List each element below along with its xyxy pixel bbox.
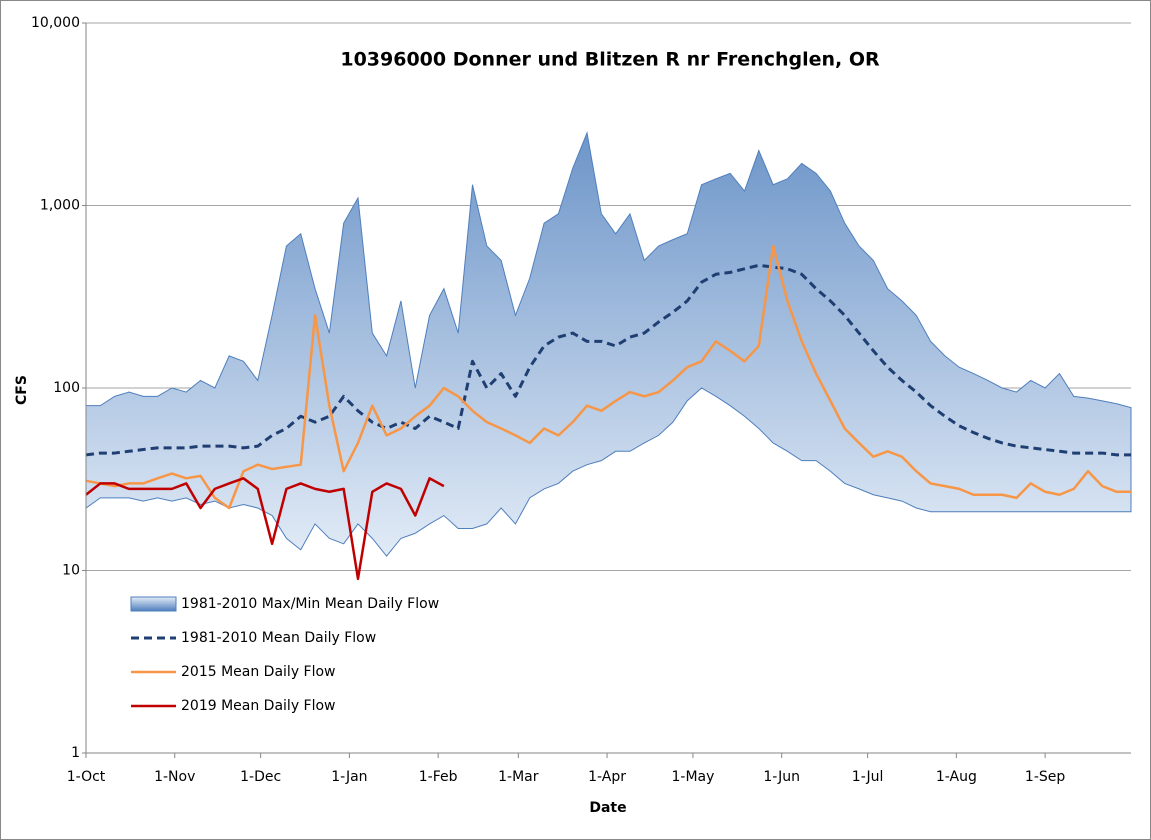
x-tick-label: 1-Sep	[1025, 769, 1065, 785]
legend-label: 1981-2010 Mean Daily Flow	[181, 630, 376, 646]
y-axis-label: CFS	[14, 375, 30, 405]
legend-label: 2015 Mean Daily Flow	[181, 664, 336, 680]
x-tick-label: 1-Jan	[331, 769, 367, 785]
x-tick-label: 1-Feb	[419, 769, 458, 785]
x-tick-label: 1-Jun	[763, 769, 800, 785]
x-axis-label: Date	[589, 800, 626, 816]
chart-title: 10396000 Donner und Blitzen R nr Frenchg…	[340, 49, 880, 71]
flow-line	[85, 477, 445, 581]
x-tick-label: 1-Oct	[67, 769, 106, 785]
x-tick-label: 1-Dec	[240, 769, 281, 785]
legend-label: 2019 Mean Daily Flow	[181, 698, 336, 714]
y-tick-label: 10,000	[31, 15, 80, 31]
x-tick-label: 1-Apr	[588, 769, 626, 785]
flow-line	[85, 244, 1131, 510]
x-tick-label: 1-Mar	[498, 769, 539, 785]
series-layer	[85, 131, 1132, 581]
x-tick-label: 1-May	[672, 769, 715, 785]
flow-line	[85, 263, 1131, 457]
x-tick-label: 1-Jul	[852, 769, 884, 785]
x-tick-label: 1-Nov	[154, 769, 195, 785]
legend-label: 1981-2010 Max/Min Mean Daily Flow	[181, 596, 439, 612]
legend-swatch	[130, 596, 177, 612]
y-tick-label: 100	[53, 380, 80, 396]
y-tick-label: 10	[62, 563, 80, 579]
y-tick-label: 1,000	[40, 198, 80, 214]
y-tick-label: 1	[71, 745, 80, 761]
x-tick-label: 1-Aug	[936, 769, 977, 785]
